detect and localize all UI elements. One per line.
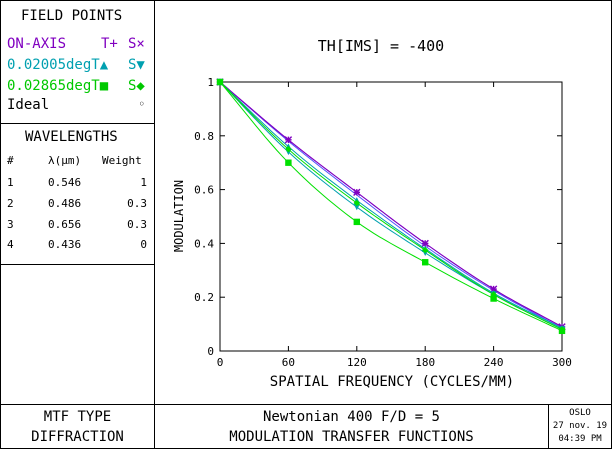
wl-row-weight: 0 (140, 238, 147, 251)
wl-row-lambda: 0.656 (48, 218, 82, 231)
date-stamp: 27 nov. 19 (552, 421, 608, 431)
time-stamp: 04:39 PM (558, 434, 602, 444)
empty-left-panel (0, 264, 155, 405)
mtf-type-value: DIFFRACTION (31, 429, 124, 445)
wl-row-index: 1 (7, 176, 14, 189)
wl-row-lambda: 0.486 (48, 197, 82, 210)
y-tick-label: 0.2 (194, 291, 214, 304)
data-point (285, 146, 292, 153)
field-row-label: ON-AXIS (7, 36, 67, 52)
wl-col-lambda: λ(μm) (48, 154, 82, 167)
field-row-s-marker: S▼ (128, 57, 145, 73)
data-point (353, 188, 361, 196)
series-line (219, 81, 563, 330)
data-point (353, 218, 360, 226)
y-tick-label: 1 (207, 76, 214, 89)
data-point (353, 199, 360, 207)
chart-panel: TH[IMS] = -400 SPATIAL FREQUENCY (CYCLES… (154, 0, 612, 405)
y-tick-label: 0.4 (194, 237, 214, 250)
data-point (422, 259, 429, 266)
x-tick-label: 60 (282, 356, 295, 369)
chart-title: TH[IMS] = -400 (318, 37, 444, 55)
ideal-marker: ◦ (138, 97, 146, 111)
x-tick-label: 0 (217, 356, 224, 369)
ideal-label: Ideal (7, 97, 50, 113)
field-row-s-marker: S◆ (128, 78, 145, 94)
x-tick-label: 120 (347, 356, 367, 369)
field-row-t-marker: T+ (101, 36, 118, 52)
wl-row-index: 3 (7, 218, 14, 231)
data-point (284, 136, 293, 144)
data-point (490, 291, 497, 298)
title-box: Newtonian 400 F/D = 5 MODULATION TRANSFE… (154, 404, 549, 449)
x-tick-label: 300 (552, 356, 572, 369)
series-line (219, 81, 563, 328)
plot-title-line1: Newtonian 400 F/D = 5 (262, 409, 440, 425)
x-axis-label: SPATIAL FREQUENCY (CYCLES/MM) (270, 374, 514, 390)
mtf-chart: TH[IMS] = -400 SPATIAL FREQUENCY (CYCLES… (172, 37, 572, 390)
field-points-panel: FIELD POINTS ON-AXIS T+ S× 0.02005degT▲ … (0, 0, 155, 124)
series-line (219, 81, 563, 332)
series-line (219, 81, 563, 330)
y-tick-label: 0.8 (194, 130, 214, 143)
wl-row-index: 2 (7, 197, 14, 210)
data-point (421, 239, 429, 248)
wl-col-index: # (7, 154, 14, 167)
x-tick-label: 180 (415, 356, 435, 369)
x-tick-label: 240 (484, 356, 504, 369)
series-line (219, 81, 563, 328)
wl-row-lambda: 0.436 (48, 238, 82, 251)
y-tick-label: 0.6 (194, 184, 214, 197)
y-tick-label: 0 (207, 345, 214, 358)
data-point (490, 295, 497, 302)
wavelengths-heading: WAVELENGTHS (25, 129, 118, 145)
field-row-label: 0.02005degT▲ (7, 57, 109, 73)
data-point (558, 326, 566, 333)
plot-frame (219, 81, 563, 352)
data-point (422, 246, 429, 254)
wl-row-weight: 0.3 (127, 197, 147, 210)
field-points-heading: FIELD POINTS (21, 8, 123, 24)
wl-row-index: 4 (7, 238, 14, 251)
wavelengths-panel: WAVELENGTHS # λ(μm) Weight 1 0.546 1 2 0… (0, 123, 155, 265)
plot-title-line2: MODULATION TRANSFER FUNCTIONS (229, 429, 474, 445)
program-name: OSLO (569, 408, 591, 418)
series-line (219, 81, 563, 329)
series-line (219, 81, 563, 329)
wl-row-weight: 0.3 (127, 218, 147, 231)
wl-row-lambda: 0.546 (48, 176, 82, 189)
data-point (353, 203, 360, 211)
field-row-s-marker: S× (128, 36, 145, 52)
y-axis-label: MODULATION (172, 180, 186, 252)
wl-col-weight: Weight (102, 154, 142, 167)
data-point (285, 159, 292, 166)
mtf-type-box: MTF TYPE DIFFRACTION (0, 404, 155, 449)
field-row-label: 0.02865degT■ (7, 78, 109, 94)
mtf-type-label: MTF TYPE (43, 409, 112, 425)
stamp-box: OSLO 27 nov. 19 04:39 PM (548, 404, 612, 449)
wl-row-weight: 1 (140, 176, 147, 189)
data-point (489, 285, 498, 293)
